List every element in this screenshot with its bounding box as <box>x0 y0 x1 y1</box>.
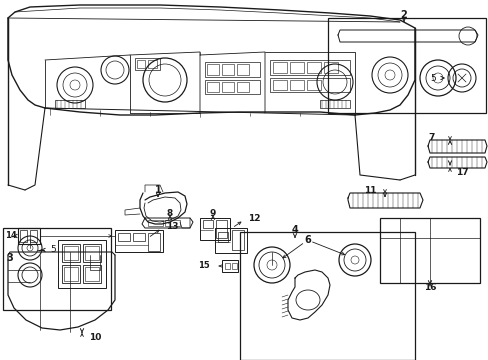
Bar <box>164 220 180 226</box>
Bar <box>240 232 414 360</box>
Bar <box>269 60 349 75</box>
Bar <box>319 100 349 108</box>
Bar <box>20 230 27 242</box>
Bar <box>83 265 101 283</box>
Text: 6: 6 <box>304 235 311 245</box>
Text: 7: 7 <box>428 132 434 141</box>
Bar <box>206 82 219 92</box>
Text: 12: 12 <box>247 213 260 222</box>
Bar <box>272 80 286 90</box>
Bar <box>306 80 320 90</box>
Bar <box>222 64 234 75</box>
Bar <box>62 244 80 262</box>
Bar <box>137 60 145 68</box>
Bar <box>148 233 160 251</box>
Bar <box>3 228 111 310</box>
Bar <box>115 230 163 252</box>
Bar <box>148 60 157 68</box>
Text: 16: 16 <box>423 283 435 292</box>
Bar <box>148 220 163 226</box>
Bar <box>64 267 78 281</box>
Bar <box>216 220 226 238</box>
Bar <box>206 64 219 75</box>
Bar <box>269 78 349 92</box>
Bar <box>85 267 99 281</box>
Text: 1: 1 <box>154 185 161 195</box>
Bar <box>289 62 304 73</box>
Text: 5: 5 <box>50 246 56 255</box>
Bar <box>218 232 227 242</box>
Text: 9: 9 <box>209 208 216 217</box>
Bar <box>62 265 80 283</box>
Text: 15: 15 <box>198 261 209 270</box>
Bar <box>237 64 248 75</box>
Bar <box>379 218 479 283</box>
Bar <box>289 80 304 90</box>
Text: 2: 2 <box>400 10 407 20</box>
Text: 4: 4 <box>291 225 298 235</box>
Text: 14: 14 <box>5 231 17 240</box>
Bar <box>272 62 286 73</box>
Text: 10: 10 <box>89 333 101 342</box>
Text: 3: 3 <box>6 253 13 263</box>
Bar <box>18 228 40 244</box>
Bar <box>231 263 237 269</box>
Text: 8: 8 <box>166 208 173 217</box>
Bar <box>85 246 99 260</box>
Bar <box>200 218 229 240</box>
Text: 17: 17 <box>455 167 468 176</box>
Bar <box>324 62 337 73</box>
Text: 5: 5 <box>429 73 435 82</box>
Bar <box>222 82 234 92</box>
Bar <box>204 62 260 77</box>
Bar <box>118 233 130 241</box>
Bar <box>222 260 238 272</box>
Bar <box>64 246 78 260</box>
Bar <box>55 100 85 108</box>
Text: 13: 13 <box>165 221 178 230</box>
Bar <box>327 18 485 113</box>
Bar <box>203 220 213 228</box>
Bar <box>224 263 229 269</box>
Bar <box>58 240 106 288</box>
Bar <box>83 244 101 262</box>
Bar <box>237 82 248 92</box>
Text: 11: 11 <box>363 185 375 194</box>
Bar <box>30 230 37 242</box>
Bar <box>135 58 160 70</box>
Bar <box>204 80 260 94</box>
Bar <box>133 233 145 241</box>
Bar <box>231 230 244 250</box>
Bar <box>215 228 246 253</box>
Bar <box>306 62 320 73</box>
